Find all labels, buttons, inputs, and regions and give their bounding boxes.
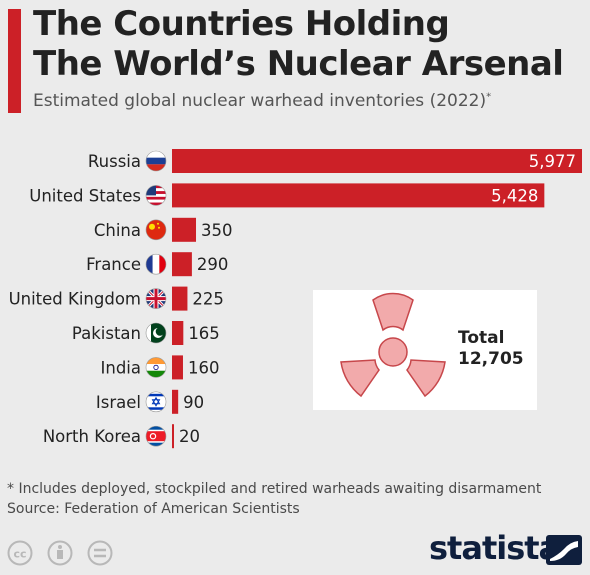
value-label: 350 bbox=[201, 221, 233, 240]
statista-logo-icon bbox=[546, 535, 582, 565]
russia-flag-icon bbox=[146, 151, 166, 171]
footnote: * Includes deployed, stockpiled and reti… bbox=[7, 479, 541, 519]
category-label: Israel bbox=[96, 393, 141, 412]
subtitle-footnote-mark: * bbox=[486, 91, 492, 103]
subtitle-text: Estimated global nuclear warhead invento… bbox=[33, 91, 487, 111]
india-flag-icon bbox=[146, 357, 166, 378]
license-icons: cc bbox=[7, 540, 113, 566]
category-label: Pakistan bbox=[72, 324, 141, 343]
total-box: Total 12,705 bbox=[313, 290, 537, 410]
category-label: United Kingdom bbox=[9, 290, 141, 309]
value-label: 20 bbox=[179, 427, 200, 446]
total-caption: Total bbox=[458, 328, 505, 348]
chart-subtitle: Estimated global nuclear warhead invento… bbox=[33, 91, 491, 111]
category-label: United States bbox=[29, 186, 141, 205]
chart-title: The Countries Holding The World’s Nuclea… bbox=[33, 4, 564, 84]
value-label: 90 bbox=[183, 393, 204, 412]
title-line-1: The Countries Holding bbox=[33, 4, 450, 44]
france-flag-icon bbox=[146, 254, 166, 275]
bar bbox=[172, 424, 174, 449]
value-label: 5,428 bbox=[491, 186, 538, 205]
brand-name: statista bbox=[429, 529, 560, 567]
bar bbox=[172, 389, 179, 414]
cc-icon: cc bbox=[7, 540, 33, 566]
category-label: India bbox=[101, 358, 142, 377]
no-derivatives-icon bbox=[87, 540, 113, 566]
category-label: North Korea bbox=[43, 427, 141, 446]
us-flag-icon bbox=[146, 185, 166, 206]
accent-bar bbox=[8, 9, 21, 113]
category-label: Russia bbox=[88, 152, 141, 171]
attribution-icon bbox=[47, 540, 73, 566]
china-flag-icon bbox=[146, 219, 166, 240]
bar bbox=[172, 355, 183, 380]
israel-flag-icon bbox=[146, 391, 166, 412]
bar bbox=[172, 252, 192, 277]
value-label: 5,977 bbox=[529, 152, 576, 171]
category-label: France bbox=[86, 255, 141, 274]
title-line-2: The World’s Nuclear Arsenal bbox=[33, 44, 564, 84]
value-label: 290 bbox=[197, 255, 229, 274]
category-label: China bbox=[94, 221, 141, 240]
footnote-source: Source: Federation of American Scientist… bbox=[7, 501, 300, 517]
bar-chart: Russia 5,977 United States 5,428 China 350 Fra… bbox=[9, 149, 582, 449]
uk-flag-icon bbox=[146, 288, 166, 309]
pakistan-flag-icon bbox=[146, 323, 166, 343]
svg-text:cc: cc bbox=[13, 548, 26, 561]
total-value: 12,705 bbox=[458, 349, 524, 369]
bar bbox=[172, 286, 188, 311]
total-label: Total 12,705 bbox=[458, 328, 524, 370]
value-label: 160 bbox=[188, 358, 220, 377]
bar bbox=[172, 321, 184, 345]
value-label: 165 bbox=[188, 324, 220, 343]
value-label: 225 bbox=[192, 290, 224, 309]
bar bbox=[172, 183, 545, 208]
north-korea-flag-icon bbox=[146, 426, 166, 447]
bar bbox=[172, 149, 582, 173]
bar bbox=[172, 217, 197, 242]
footnote-note: * Includes deployed, stockpiled and reti… bbox=[7, 481, 542, 497]
radiation-icon bbox=[340, 292, 446, 398]
